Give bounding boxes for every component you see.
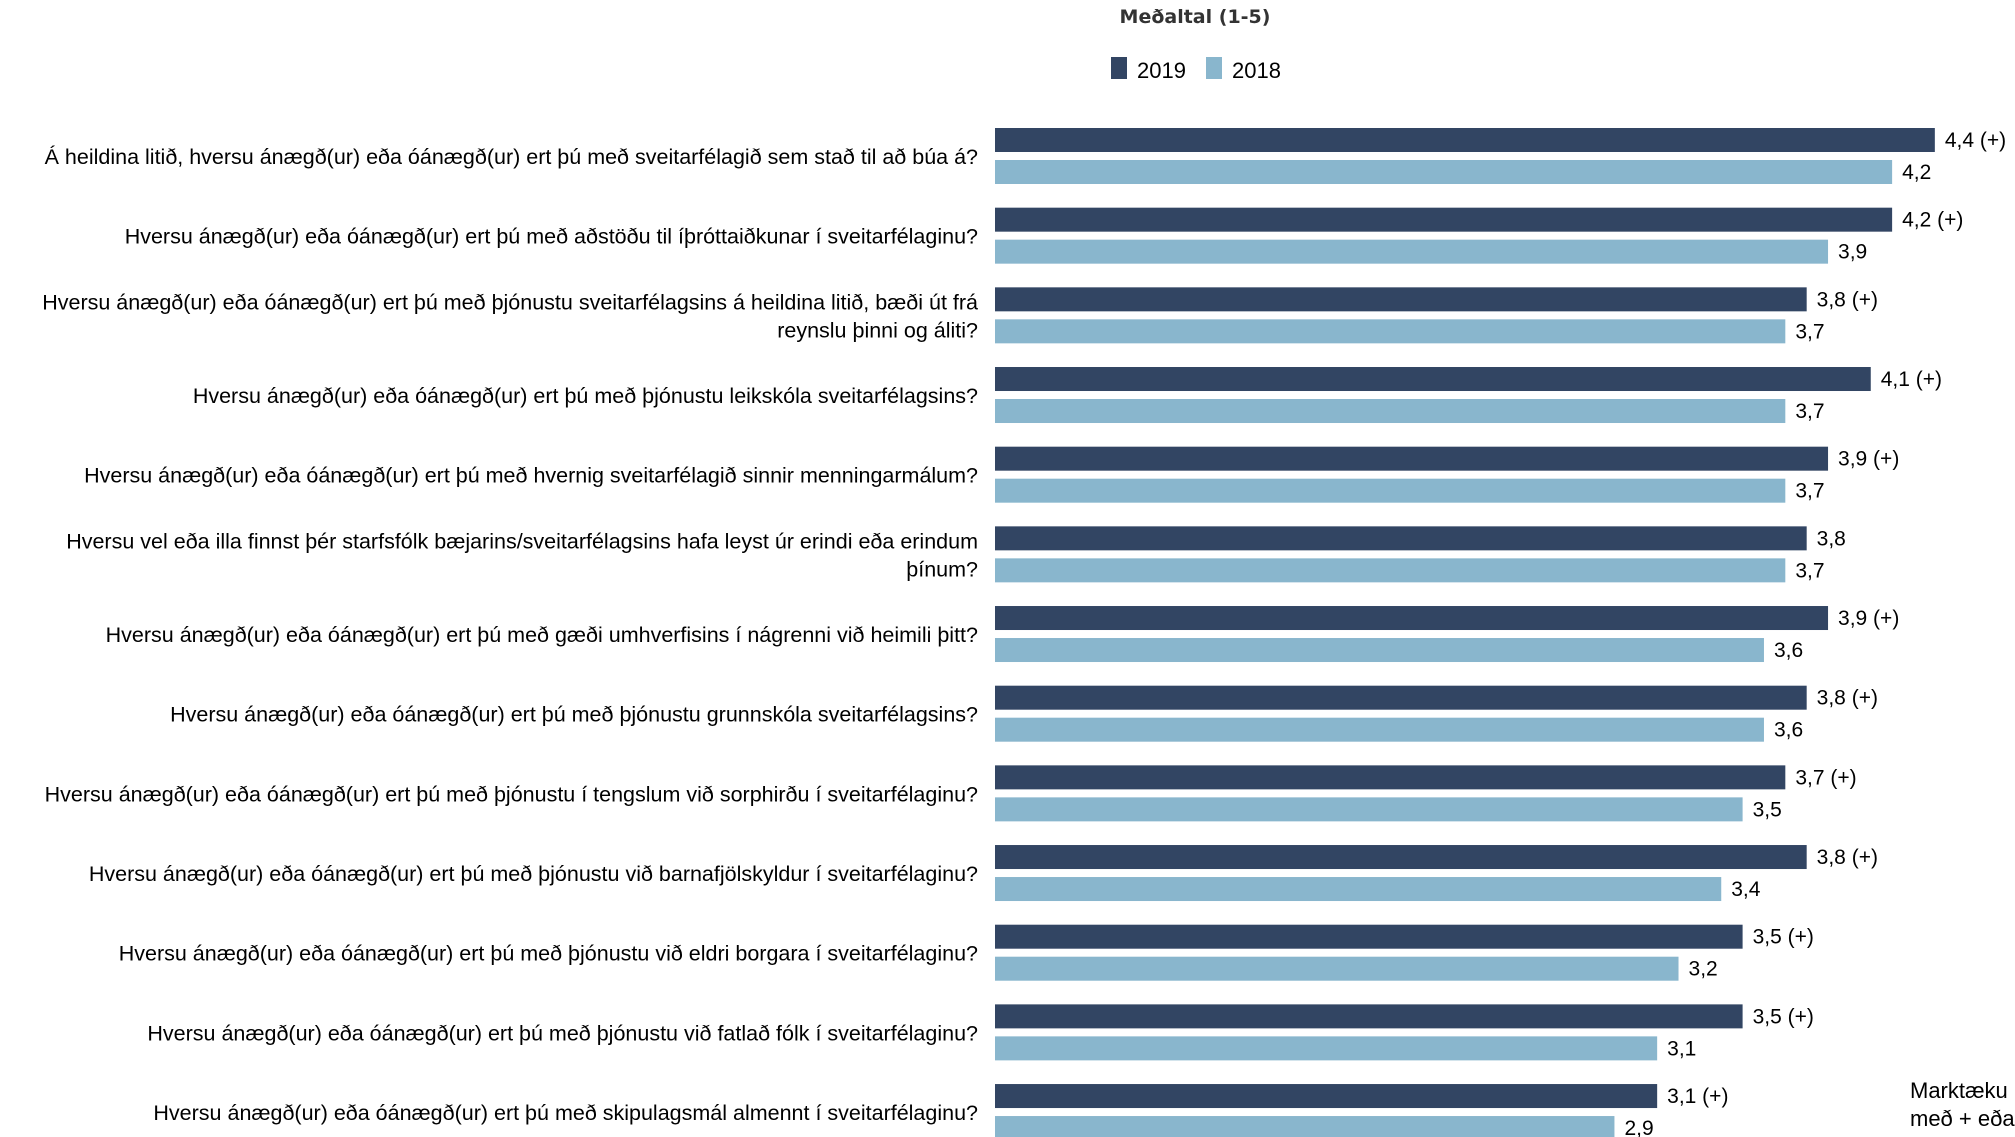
significance-note: Marktæku með + eða bbox=[1910, 1078, 2015, 1131]
data-label-2018-6: 3,7 bbox=[1795, 559, 1824, 582]
data-label-2018-5: 3,7 bbox=[1795, 480, 1824, 503]
data-label-2018-2: 3,9 bbox=[1838, 241, 1867, 264]
category-label-12: Hversu ánægð(ur) eða óánægð(ur) ert þú m… bbox=[147, 1021, 978, 1045]
bar-2018-1 bbox=[995, 160, 1893, 184]
bar-2018-6 bbox=[995, 558, 1786, 583]
data-label-2018-11: 3,2 bbox=[1689, 958, 1718, 981]
category-label-6-line-2: þínum? bbox=[906, 557, 978, 581]
data-label-2019-12: 3,5 (+) bbox=[1753, 1005, 1814, 1028]
data-label-2018-12: 3,1 bbox=[1667, 1037, 1696, 1060]
legend-swatch-2018 bbox=[1206, 57, 1222, 79]
category-label-3-line-2: reynslu þinni og áliti? bbox=[777, 318, 978, 342]
bar-2018-4 bbox=[995, 399, 1786, 424]
bar-2018-12 bbox=[995, 1036, 1658, 1061]
bar-2019-1 bbox=[995, 128, 1935, 152]
bar-2019-2 bbox=[995, 207, 1893, 232]
bar-2019-12 bbox=[995, 1004, 1743, 1029]
data-label-2018-9: 3,5 bbox=[1753, 798, 1782, 821]
category-label-13: Hversu ánægð(ur) eða óánægð(ur) ert þú m… bbox=[153, 1101, 978, 1125]
bar-2018-10 bbox=[995, 877, 1722, 902]
bar-2019-10 bbox=[995, 845, 1807, 870]
data-label-2019-4: 4,1 (+) bbox=[1881, 368, 1942, 391]
data-label-2019-2: 4,2 (+) bbox=[1902, 209, 1963, 232]
data-label-2019-10: 3,8 (+) bbox=[1817, 846, 1878, 869]
bar-2018-11 bbox=[995, 956, 1679, 981]
category-label-10: Hversu ánægð(ur) eða óánægð(ur) ert þú m… bbox=[89, 862, 978, 886]
bar-2019-4 bbox=[995, 367, 1871, 392]
category-label-3-line-1: Hversu ánægð(ur) eða óánægð(ur) ert þú m… bbox=[42, 290, 978, 314]
bar-2019-11 bbox=[995, 924, 1743, 949]
data-label-2018-8: 3,6 bbox=[1774, 719, 1803, 742]
bar-2019-13 bbox=[995, 1084, 1658, 1109]
data-label-2019-13: 3,1 (+) bbox=[1667, 1085, 1728, 1108]
data-label-2018-3: 3,7 bbox=[1795, 320, 1824, 343]
data-label-2019-6: 3,8 bbox=[1817, 527, 1846, 550]
data-label-2018-4: 3,7 bbox=[1795, 400, 1824, 423]
bar-2018-8 bbox=[995, 717, 1764, 742]
category-label-6-line-1: Hversu vel eða illa finnst þér starfsfól… bbox=[66, 529, 978, 553]
data-label-2018-7: 3,6 bbox=[1774, 639, 1803, 662]
bar-2018-13 bbox=[995, 1116, 1615, 1137]
category-label-9: Hversu ánægð(ur) eða óánægð(ur) ert þú m… bbox=[45, 782, 978, 806]
bar-2019-5 bbox=[995, 446, 1829, 471]
bar-2018-2 bbox=[995, 239, 1829, 264]
data-labels: 4,4 (+) 4,2 4,2 (+) 3,9 3,8 (+) 3,7 4,1 (+) 3,7… bbox=[1624, 129, 2006, 1137]
legend-label-2019: 2019 bbox=[1137, 58, 1186, 83]
data-label-2018-10: 3,4 bbox=[1731, 878, 1761, 901]
legend-label-2018: 2018 bbox=[1232, 58, 1281, 83]
bars bbox=[995, 128, 1935, 1137]
data-label-2019-7: 3,9 (+) bbox=[1838, 607, 1899, 630]
bar-2019-9 bbox=[995, 765, 1786, 790]
legend-swatch-2019 bbox=[1111, 57, 1127, 79]
bar-2018-5 bbox=[995, 478, 1786, 503]
note-line-2: með + eða bbox=[1910, 1106, 2015, 1131]
data-label-2019-5: 3,9 (+) bbox=[1838, 448, 1899, 471]
category-label-8: Hversu ánægð(ur) eða óánægð(ur) ert þú m… bbox=[170, 703, 978, 727]
data-label-2018-13: 2,9 bbox=[1624, 1117, 1653, 1137]
category-label-5: Hversu ánægð(ur) eða óánægð(ur) ert þú m… bbox=[84, 464, 978, 488]
bar-2019-3 bbox=[995, 287, 1807, 312]
bar-2019-6 bbox=[995, 526, 1807, 551]
legend: 2019 2018 bbox=[1111, 57, 1281, 83]
chart-title: Meðaltal (1-5) bbox=[1120, 6, 1271, 28]
bar-2018-9 bbox=[995, 797, 1743, 822]
data-label-2019-11: 3,5 (+) bbox=[1753, 926, 1814, 949]
category-label-4: Hversu ánægð(ur) eða óánægð(ur) ert þú m… bbox=[193, 384, 978, 408]
data-label-2019-3: 3,8 (+) bbox=[1817, 288, 1878, 311]
category-label-2: Hversu ánægð(ur) eða óánægð(ur) ert þú m… bbox=[125, 225, 978, 249]
data-label-2019-1: 4,4 (+) bbox=[1945, 129, 2006, 152]
note-line-1: Marktæku bbox=[1910, 1078, 2008, 1103]
bar-2018-3 bbox=[995, 319, 1786, 344]
bar-2019-8 bbox=[995, 685, 1807, 710]
bar-2019-7 bbox=[995, 606, 1829, 631]
bar-2018-7 bbox=[995, 638, 1764, 663]
category-label-7: Hversu ánægð(ur) eða óánægð(ur) ert þú m… bbox=[106, 623, 978, 647]
category-label-1: Á heildina litið, hversu ánægð(ur) eða ó… bbox=[45, 144, 978, 169]
category-labels: Á heildina litið, hversu ánægð(ur) eða ó… bbox=[42, 144, 978, 1125]
data-label-2019-9: 3,7 (+) bbox=[1795, 766, 1856, 789]
data-label-2018-1: 4,2 bbox=[1902, 161, 1931, 184]
category-label-11: Hversu ánægð(ur) eða óánægð(ur) ert þú m… bbox=[119, 942, 978, 966]
data-label-2019-8: 3,8 (+) bbox=[1817, 687, 1878, 710]
